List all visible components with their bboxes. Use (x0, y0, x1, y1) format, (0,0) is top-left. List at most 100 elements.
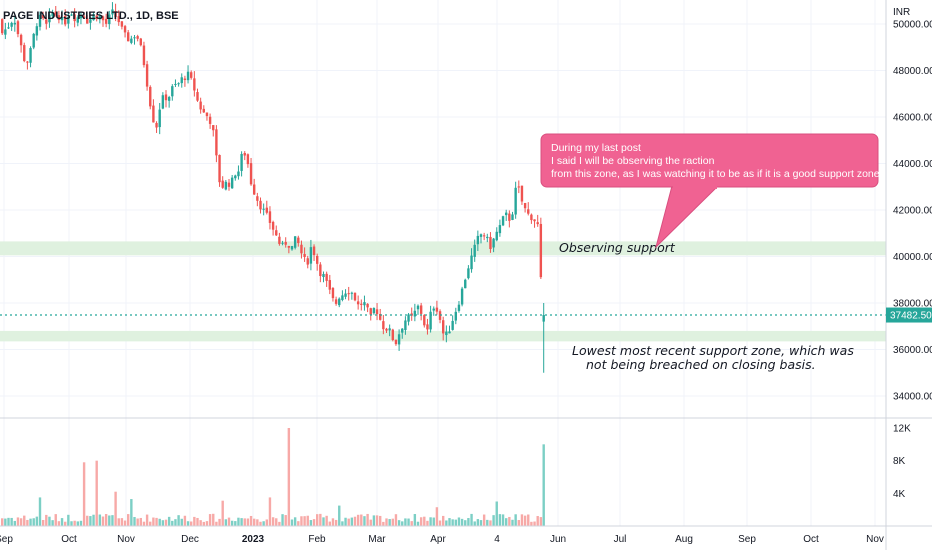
lowest-support-annotation-line1[interactable]: Lowest most recent support zone, which w… (572, 343, 854, 358)
candle-body (268, 211, 272, 223)
last-price-label: 37482.50 (890, 311, 932, 322)
candle-body (256, 196, 259, 201)
candle-body (275, 230, 278, 236)
volume-axis[interactable]: 12K 8K 4K (893, 424, 911, 500)
volume-bar (256, 519, 259, 526)
candle-body (363, 302, 366, 306)
volume-bar (476, 519, 480, 526)
candle-body (155, 122, 158, 128)
volume-bar (196, 517, 199, 526)
volume-bar (508, 516, 511, 526)
volume-bar (284, 515, 287, 526)
candle-body (445, 331, 448, 336)
volume-bar (536, 516, 539, 526)
candle-body (158, 109, 161, 128)
volume-bar (246, 518, 250, 526)
candle-body (360, 303, 363, 305)
candle-body (114, 10, 117, 17)
volume-bar (331, 518, 335, 526)
volume-bar (344, 517, 347, 526)
volume-bar (29, 518, 32, 526)
volume-bar (479, 520, 483, 526)
volume-bar (64, 521, 67, 526)
time-axis[interactable]: Sep Oct Nov Dec 2023 Feb Mar Apr 4 Jun Jul Aug Sep Oc… (0, 534, 884, 545)
volume-bar (366, 513, 369, 526)
volume-bar (205, 521, 209, 526)
candle-body (369, 308, 372, 315)
time-tick-label: Sep (0, 534, 13, 545)
candle-body (457, 304, 461, 311)
price-tick-label: 48000.00 (893, 66, 932, 77)
volume-bar (234, 521, 237, 526)
volume-bar (464, 520, 467, 526)
volume-bar (457, 517, 461, 526)
volume-bar (338, 505, 341, 526)
volume-bar (511, 519, 514, 526)
volume-bar (341, 521, 344, 526)
volume-bar (45, 514, 48, 526)
candle-body (196, 92, 199, 101)
volume-tick-label: 4K (893, 489, 906, 500)
volume-bar (13, 520, 16, 526)
candle-body (123, 26, 127, 33)
volume-bar (136, 518, 139, 526)
volume-bar (303, 516, 306, 526)
volume-bar (158, 518, 161, 526)
candle-body (64, 15, 67, 25)
volume-bar (73, 520, 76, 526)
candle-body (51, 12, 54, 17)
candle-body (460, 288, 464, 305)
candle-body (253, 184, 256, 195)
volume-tick-label: 8K (893, 456, 906, 467)
callout-bubble[interactable]: During my last post I said I will be obs… (540, 133, 883, 249)
candle-body (95, 15, 98, 20)
candle-body (467, 268, 470, 279)
volume-bar (404, 518, 407, 526)
candle-body (293, 236, 297, 248)
price-tick-label: 42000.00 (893, 206, 932, 217)
candle-body (303, 253, 306, 257)
volume-bar (498, 514, 502, 526)
candle-body (284, 241, 287, 245)
candle-body (419, 305, 423, 314)
volume-bar (221, 500, 224, 526)
volume-bar (243, 518, 246, 526)
candle-body (230, 177, 234, 189)
volume-bar (275, 518, 278, 526)
support-zone-upper (0, 241, 886, 256)
candle-body (495, 231, 498, 241)
volume-bar (416, 521, 420, 526)
observing-support-annotation[interactable]: Observing support (559, 240, 676, 255)
candle-body (306, 258, 309, 265)
candle-body (193, 78, 196, 91)
candle-body (435, 307, 439, 312)
candle-body (429, 311, 432, 330)
volume-bar (202, 521, 205, 526)
time-tick-label: Feb (308, 534, 326, 545)
candle-body (278, 236, 281, 244)
candle-body (10, 22, 13, 27)
volume-bar (190, 521, 193, 526)
candle-body (542, 315, 545, 322)
candle-body (82, 16, 86, 19)
volume-bar (164, 519, 168, 526)
candle-body (249, 163, 253, 185)
candle-body (404, 320, 407, 331)
volume-bar (445, 520, 448, 526)
candle-body (164, 94, 168, 101)
candle-body (344, 293, 347, 297)
price-axis[interactable]: 50000.00 48000.00 46000.00 44000.00 42000.00… (893, 20, 932, 403)
volume-bar (149, 521, 152, 526)
volume-bar (48, 516, 51, 526)
candle-body (470, 255, 473, 270)
candle-body (117, 16, 120, 23)
volume-bar (98, 514, 102, 526)
volume-bar (328, 521, 331, 526)
volume-bar (120, 518, 124, 526)
volume-bar (41, 519, 45, 526)
volume-bar (407, 518, 410, 526)
candle-body (489, 236, 492, 250)
lowest-support-annotation-line2[interactable]: not being breached on closing basis. (586, 357, 816, 372)
